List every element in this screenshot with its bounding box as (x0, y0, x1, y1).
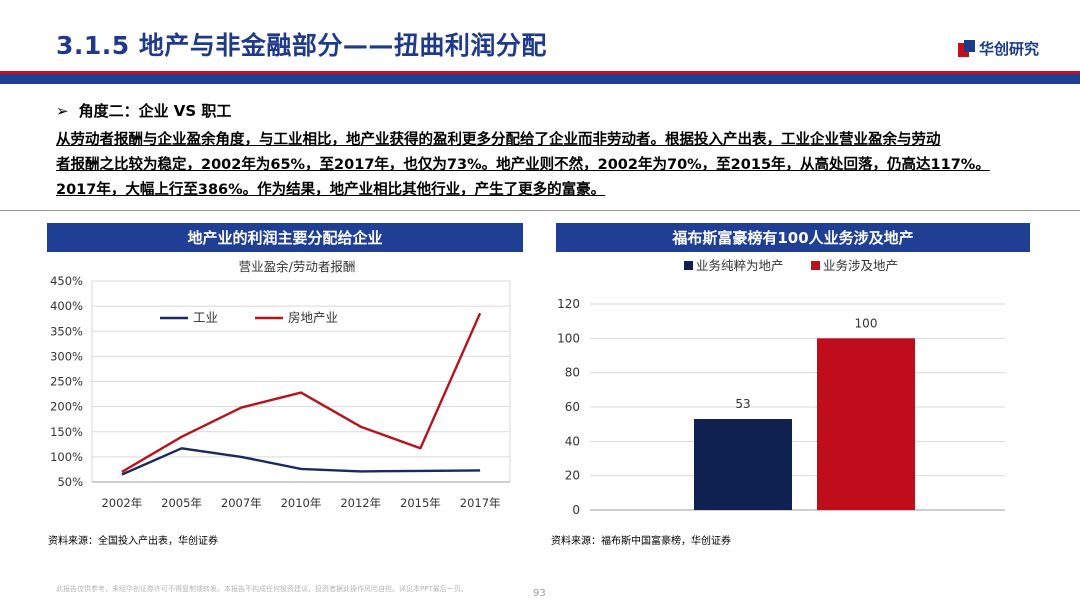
paragraph-line: 2017年，大幅上行至386%。作为结果，地产业相比其他行业，产生了更多的富豪。 (56, 182, 606, 198)
x-tick-label: 2005年 (161, 496, 202, 510)
legend-label: 业务纯粹为地产 (696, 258, 784, 273)
y-tick-label: 300% (50, 349, 83, 363)
x-tick-label: 2007年 (221, 496, 262, 510)
page-title: 3.1.5 地产与非金融部分——扭曲利润分配 (56, 31, 547, 60)
x-tick-label: 2017年 (460, 496, 501, 510)
legend-swatch (684, 261, 693, 270)
legend-label: 业务涉及地产 (823, 258, 898, 273)
y-tick-label: 350% (50, 324, 83, 338)
paragraph-line: 从劳动者报酬与企业盈余角度，与工业相比，地产业获得的盈利更多分配给了企业而非劳动… (56, 132, 941, 148)
subheading: ➢ 角度二：企业 VS 职工 (56, 100, 231, 121)
x-tick-label: 2012年 (340, 496, 381, 510)
legend-label: 房地产业 (288, 310, 338, 325)
summary-paragraph: 从劳动者报酬与企业盈余角度，与工业相比，地产业获得的盈利更多分配给了企业而非劳动… (56, 128, 1036, 203)
legend-swatch (811, 261, 820, 270)
y-tick-label: 60 (565, 400, 580, 414)
y-tick-label: 200% (50, 400, 83, 414)
bar-pure-real-estate (694, 419, 792, 510)
y-tick-label: 40 (565, 434, 580, 448)
y-tick-label: 120 (557, 297, 580, 311)
x-tick-label: 2002年 (101, 496, 142, 510)
right-source-note: 资料来源：福布斯中国富豪榜，华创证券 (551, 536, 731, 547)
y-tick-label: 400% (50, 299, 83, 313)
title-rule-accent (0, 71, 1080, 74)
x-tick-label: 2010年 (281, 496, 322, 510)
y-tick-label: 450% (50, 274, 83, 288)
logo-text: 华创研究 (979, 40, 1040, 58)
left-source-note: 资料来源：全国投入产出表，华创证券 (48, 536, 218, 547)
data-label: 53 (735, 397, 750, 411)
right-panel-header: 福布斯富豪榜有100人业务涉及地产 (556, 223, 1030, 252)
y-tick-label: 50% (57, 475, 83, 489)
brand-logo: 华创研究 (958, 38, 1039, 59)
page-number: 93 (533, 588, 546, 599)
legend-label: 工业 (193, 310, 218, 325)
bar-chart: 0 20 40 60 80 100 120 53 100 业务纯粹为地产 业务涉及地产 (557, 258, 1005, 517)
y-tick-label: 100% (50, 450, 83, 464)
y-tick-label: 250% (50, 375, 83, 389)
y-tick-label: 100 (557, 331, 580, 345)
y-tick-label: 80 (565, 366, 580, 380)
logo-mark-icon (958, 40, 975, 57)
series-line-real-estate (121, 312, 482, 473)
left-panel-header: 地产业的利润主要分配给企业 (47, 223, 523, 252)
bar-involves-real-estate (817, 338, 915, 510)
y-tick-label: 20 (565, 469, 580, 483)
arrow-bullet-icon: ➢ (56, 102, 69, 120)
section-divider (0, 210, 1080, 211)
paragraph-line: 者报酬之比较为稳定，2002年为65%，至2017年，也仅为73%。地产业则不然… (56, 157, 990, 173)
disclaimer: 此报告仅供参考，未经华创证券许可不得复制或转发。本报告不构成任何投资建议，投资者… (56, 585, 468, 593)
y-tick-label: 150% (50, 425, 83, 439)
chart-title: 营业盈余/劳动者报酬 (239, 259, 356, 274)
data-label: 100 (855, 316, 878, 330)
line-chart: 营业盈余/劳动者报酬 50% 100% 150% 200% 250% 300% 350% 400… (50, 259, 511, 510)
title-rule (0, 74, 1080, 84)
series-line-industry (121, 447, 481, 476)
y-tick-label: 0 (572, 503, 580, 517)
subheading-text: 角度二：企业 VS 职工 (78, 102, 232, 120)
x-tick-label: 2015年 (400, 496, 441, 510)
